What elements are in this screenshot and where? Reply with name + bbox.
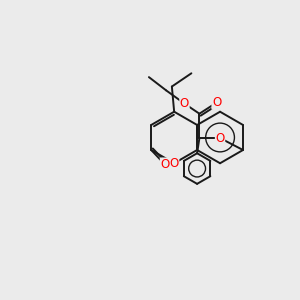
Text: O: O [169,157,179,170]
Text: O: O [180,97,189,110]
Text: O: O [160,158,169,171]
Text: O: O [212,96,221,109]
Text: O: O [215,132,225,145]
